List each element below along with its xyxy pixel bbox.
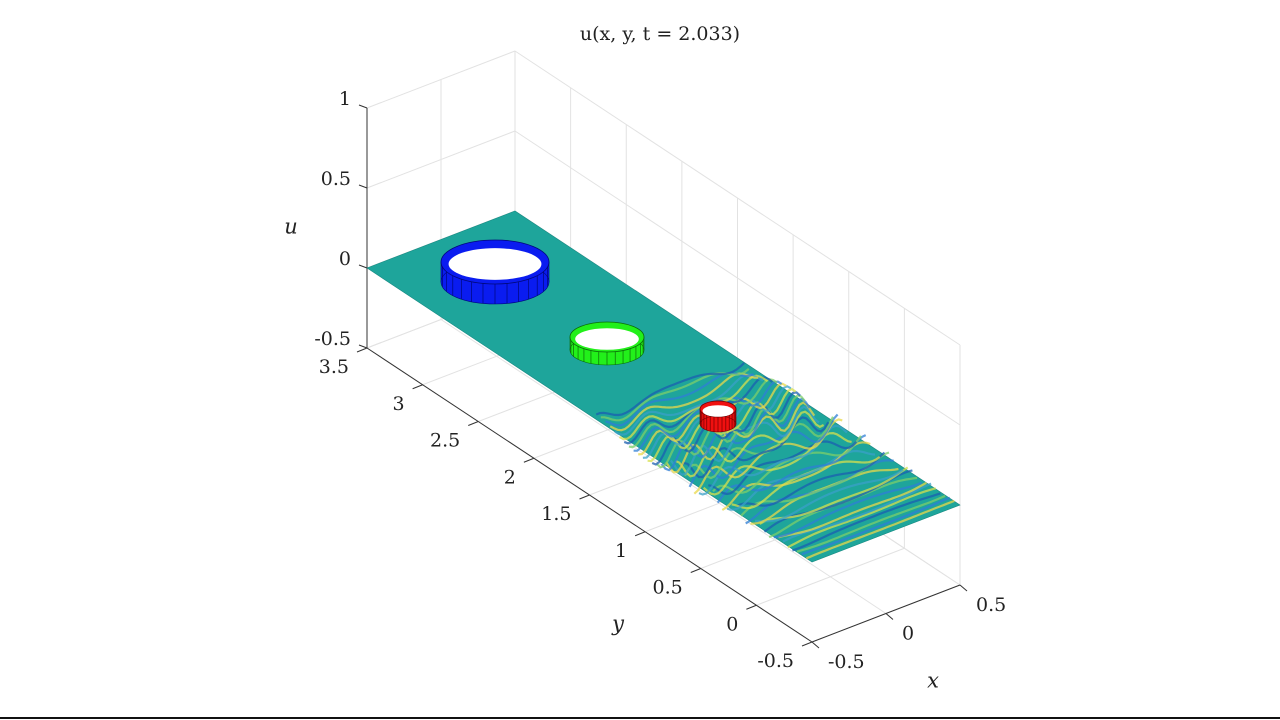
y-tick (801, 641, 813, 647)
surface-ripple (618, 374, 769, 440)
y-tick (690, 568, 701, 573)
surface-ripple (656, 394, 806, 469)
surface-ripple (773, 481, 923, 539)
grid-line (514, 50, 961, 346)
y-tick (468, 421, 479, 426)
y-tick (523, 457, 535, 463)
y-tick-label: 0.5 (653, 577, 683, 599)
y-tick-label: 2.5 (430, 430, 460, 452)
x-axis-label: x (927, 669, 939, 693)
x-tick (885, 613, 894, 620)
y-tick (634, 531, 646, 537)
y-tick-label: 2 (504, 466, 516, 488)
x-tick (959, 584, 968, 592)
surface-ripple (647, 387, 797, 463)
red-cylinder (699, 400, 737, 433)
z-tick (358, 104, 368, 109)
blue-cylinder (440, 239, 550, 305)
blue-cylinder-hole (448, 248, 542, 280)
z-tick (358, 184, 368, 189)
green-cylinder (569, 321, 645, 366)
z-tick (358, 344, 368, 349)
z-tick-label: -0.5 (314, 328, 351, 350)
y-axis-label: y (611, 612, 625, 636)
surface-ripple (801, 496, 951, 556)
surface-ripple (712, 435, 862, 494)
surface-ripple (614, 373, 764, 436)
y-tick-label: 0 (726, 613, 738, 635)
surface-ripple (665, 401, 816, 474)
y-tick (746, 604, 757, 610)
y-tick (579, 494, 590, 500)
grid-line (366, 50, 516, 109)
y-tick-label: 1 (615, 540, 627, 562)
green-cylinder-hole (575, 328, 639, 350)
surface-ripple (716, 434, 867, 504)
grid-line (514, 130, 961, 426)
red-cylinder-hole (702, 405, 734, 417)
z-tick-label: 0.5 (321, 168, 351, 190)
surface-ripple (595, 362, 745, 417)
x-tick-label: 0.5 (976, 594, 1006, 616)
surface-ripple (702, 431, 852, 496)
surface-ripple (679, 416, 830, 479)
surface-ripple (726, 449, 876, 511)
y-tick (412, 384, 423, 390)
y-tick-label: 3.5 (319, 356, 349, 378)
surface-ripple (688, 413, 839, 488)
y-tick (356, 347, 368, 353)
surface-ripple (754, 468, 904, 523)
chart-title: u(x, y, t = 2.033) (580, 23, 740, 45)
z-axis-label: u (284, 215, 298, 239)
z-tick (358, 264, 368, 269)
surface-ripple (778, 481, 927, 539)
y-tick-label: 1.5 (541, 503, 571, 525)
surface-ripple (796, 494, 946, 553)
z-tick-label: 1 (339, 88, 351, 110)
y-tick-label: 3 (393, 393, 405, 415)
surface-ripple (805, 499, 955, 560)
y-tick-label: -0.5 (757, 650, 794, 672)
surface-ripple (660, 397, 811, 472)
surface-ripple (675, 410, 825, 478)
x-tick-label: 0 (902, 623, 914, 645)
x-tick (811, 641, 820, 649)
surface-ripple (787, 487, 936, 549)
surface-ripple (735, 451, 886, 508)
z-tick-label: 0 (339, 248, 351, 270)
x-tick-label: -0.5 (828, 651, 865, 673)
grid-line (366, 130, 516, 189)
surface-ripple (792, 492, 941, 552)
